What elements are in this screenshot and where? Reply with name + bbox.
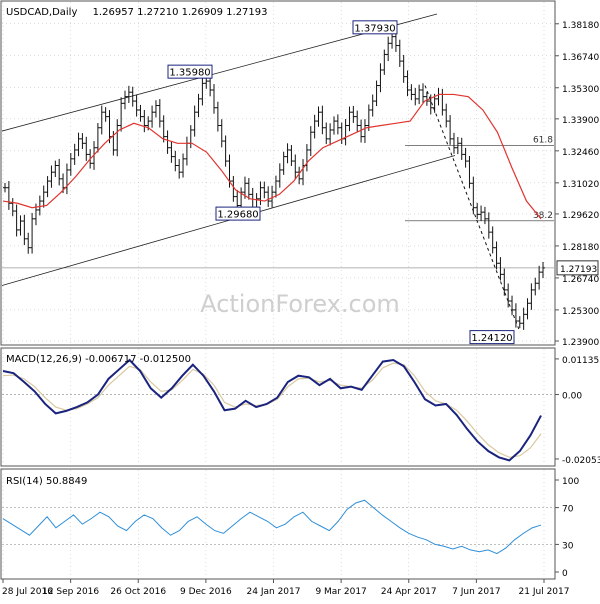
price-label-box [215,206,261,221]
macd-main-line [2,358,542,462]
ma-line [2,93,542,220]
rsi-y-label: 100 [562,477,579,487]
watermark: ActionForex.com [200,290,400,318]
macd-panel-frame [0,347,556,467]
macd-lines [2,358,542,462]
rsi-line [2,499,542,555]
price-y-label: 1.32460 [562,148,599,158]
moving-average [2,93,542,220]
macd-header: MACD(12,26,9) -0.006717 -0.012500 [6,354,191,365]
rsi-y-label: 70 [562,505,574,515]
x-tick-label: 21 Jul 2017 [519,587,570,597]
macd-y-label: 0.011355 [562,356,600,366]
price-y-label: 1.35300 [562,85,599,95]
macd-y-label: 0.00 [562,392,582,402]
price-label-text: 1.35980 [169,68,210,79]
current-price-tag [556,260,599,276]
price-y-label: 1.25300 [562,307,599,317]
y-axis-labels: 1.38180 1.36740 1.35300 1.33900 1.32460 1.310… [555,21,600,579]
price-header: USDCAD,Daily 1.26957 1.27210 1.26909 1.2… [6,7,268,18]
x-tick-label: 26 Oct 2016 [110,587,166,597]
rsi-y-label: 30 [562,541,574,551]
price-y-label: 1.31020 [562,180,599,190]
price-label-text: 1.37930 [354,23,395,34]
rsi-header: RSI(14) 50.8849 [6,476,87,487]
price-labels: 1.37930 1.35980 1.29680 1.24120 [167,20,515,345]
dashed-trend-line [424,85,521,333]
ohlc-values: 1.26957 1.27210 1.26909 1.27193 [93,7,268,18]
x-tick-label: 28 Jul 2016 [2,587,53,597]
price-y-label: 1.36740 [562,53,599,63]
price-label-box [167,64,213,79]
trend-dashed-line [424,85,521,333]
macd-grid [2,349,554,465]
price-y-label: 1.23900 [562,338,599,348]
price-y-label: 1.29620 [562,211,599,221]
price-label-text: 1.24120 [471,333,512,344]
x-tick-label: 24 Jan 2017 [247,587,301,597]
fibonacci-levels: 61.8 38.2 [405,135,554,222]
rsi-y-label: 0 [562,569,568,579]
price-y-label: 1.26740 [562,275,599,285]
fib-level-label: 61.8 [533,135,553,145]
price-label-text: 1.29680 [217,210,258,221]
price-y-label: 1.38180 [562,21,599,31]
x-tick-label: 12 Sep 2016 [42,587,99,597]
rsi-grid [2,470,554,578]
rsi-panel-frame [0,468,556,580]
price-y-label: 1.28180 [562,243,599,253]
rsi-main-line [2,499,542,555]
price-y-label: 1.33900 [562,116,599,126]
fib-level-label: 38.2 [533,211,553,221]
price-label-box [352,20,398,35]
x-tick-label: 9 Dec 2016 [180,587,232,597]
x-tick-label: 9 Mar 2017 [315,587,366,597]
price-label-box [469,330,515,345]
x-tick-label: 7 Jun 2017 [452,587,500,597]
price-bars [3,30,545,330]
x-tick-label: 24 Apr 2017 [381,587,437,597]
price-panel-frame [0,0,556,346]
symbol-label: USDCAD,Daily [6,7,77,18]
current-price-text: 1.27193 [560,265,597,275]
